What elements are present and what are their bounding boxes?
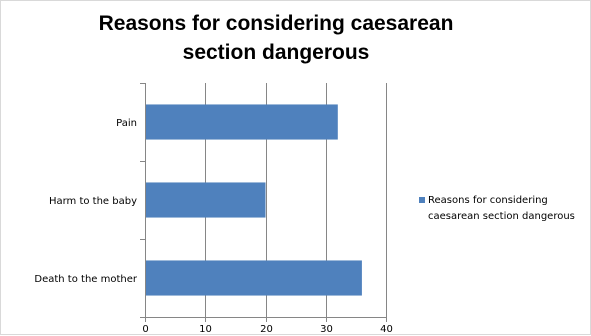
- bar-pain: [146, 104, 338, 140]
- y-category-label-death-to-the-mother: Death to the mother: [34, 274, 137, 285]
- x-tick-label-30: 30: [320, 324, 333, 335]
- y-category-label-harm-to-the-baby: Harm to the baby: [49, 196, 137, 207]
- x-tick-label-20: 20: [260, 324, 273, 335]
- legend: Reasons for considering caesarean sectio…: [419, 193, 591, 225]
- chart-title: Reasons for considering caesarean sectio…: [98, 12, 454, 64]
- legend-swatch: [419, 197, 425, 203]
- x-tick-label-10: 10: [199, 324, 212, 335]
- x-tick-label-40: 40: [380, 324, 393, 335]
- x-tick-label-0: 0: [142, 324, 148, 335]
- legend-label: Reasons for considering caesarean sectio…: [428, 195, 575, 222]
- bar-harm-to-the-baby: [146, 182, 266, 218]
- bar-death-to-the-mother: [146, 260, 362, 296]
- y-category-label-pain: Pain: [116, 118, 137, 129]
